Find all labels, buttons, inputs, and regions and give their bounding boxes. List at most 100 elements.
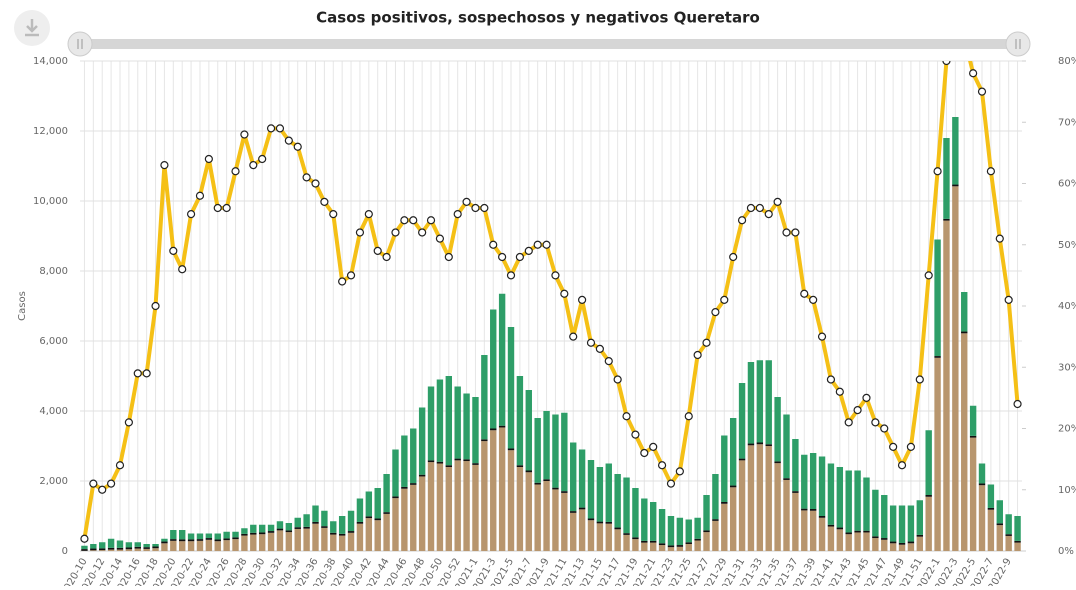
bar-segment	[241, 534, 247, 536]
bar-segment	[641, 541, 647, 543]
bar-segment	[499, 426, 505, 428]
line-marker	[836, 388, 843, 395]
bar-segment	[561, 413, 567, 491]
bar-segment	[623, 533, 629, 535]
line-marker	[792, 229, 799, 236]
line-marker	[854, 407, 861, 414]
bar-segment	[588, 460, 594, 518]
line-marker	[810, 296, 817, 303]
line-marker	[410, 217, 417, 224]
bar-segment	[819, 457, 825, 517]
bar-segment	[108, 548, 114, 550]
bar-segment	[454, 460, 460, 551]
line-marker	[979, 88, 986, 95]
line-marker	[223, 205, 230, 212]
bar-segment	[952, 117, 958, 185]
bar-segment	[988, 510, 994, 551]
line-marker	[730, 254, 737, 261]
line-marker	[765, 211, 772, 218]
bar-segment	[961, 333, 967, 551]
line-marker	[436, 235, 443, 242]
line-marker	[99, 486, 106, 493]
bar-segment	[774, 461, 780, 463]
y-tick-label: 4,000	[39, 406, 68, 417]
bar-segment	[1005, 514, 1011, 534]
bar-segment	[179, 539, 185, 541]
bar-segment	[632, 539, 638, 551]
bar-segment	[606, 464, 612, 522]
line-marker	[756, 205, 763, 212]
bar-segment	[881, 540, 887, 551]
bar-segment	[206, 540, 212, 551]
bar-segment	[161, 542, 167, 544]
bar-segment	[472, 397, 478, 463]
bar-segment	[526, 390, 532, 471]
bar-segment	[774, 463, 780, 551]
bar-segment	[899, 543, 905, 545]
bar-segment	[330, 521, 336, 533]
bar-segment	[757, 444, 763, 551]
bar-segment	[232, 539, 238, 551]
bar-segment	[90, 544, 96, 549]
line-marker	[188, 211, 195, 218]
bar-segment	[979, 485, 985, 551]
line-marker	[961, 33, 968, 40]
bar-segment	[614, 529, 620, 551]
bar-segment	[419, 475, 425, 477]
bar-segment	[259, 534, 265, 551]
bar-segment	[188, 541, 194, 551]
bar-segment	[330, 533, 336, 535]
download-button[interactable]	[14, 10, 50, 46]
line-marker	[987, 168, 994, 175]
bar-segment	[490, 429, 496, 431]
bar-segment	[686, 544, 692, 551]
line-marker	[472, 205, 479, 212]
bar-segment	[383, 474, 389, 512]
bar-segment	[339, 536, 345, 551]
line-marker	[890, 443, 897, 450]
bar-segment	[303, 529, 309, 551]
bar-segment	[223, 540, 229, 551]
bar-segment	[499, 427, 505, 551]
bar-segment	[694, 518, 700, 539]
bar-segment	[1005, 534, 1011, 536]
line-marker	[872, 419, 879, 426]
bar-segment	[437, 462, 443, 464]
line-marker	[152, 303, 159, 310]
bar-segment	[321, 528, 327, 551]
y-tick-label: 6,000	[39, 336, 68, 347]
bar-segment	[730, 486, 736, 488]
bar-segment	[588, 518, 594, 520]
bar-segment	[606, 522, 612, 524]
bar-segment	[890, 543, 896, 551]
bar-segment	[632, 537, 638, 539]
line-marker	[419, 229, 426, 236]
bar-segment	[277, 529, 283, 531]
bar-segment	[943, 219, 949, 221]
bar-segment	[232, 537, 238, 539]
bar-segment	[392, 498, 398, 551]
range-slider[interactable]	[68, 32, 1030, 56]
bar-segment	[419, 408, 425, 475]
line-marker	[970, 70, 977, 77]
bar-segment	[801, 455, 807, 509]
bar-segment	[197, 534, 203, 540]
bar-segment	[81, 546, 87, 549]
line-marker	[650, 443, 657, 450]
bar-segment	[783, 478, 789, 480]
bar-segment	[126, 548, 132, 550]
bar-segment	[1005, 536, 1011, 551]
line-marker	[303, 174, 310, 181]
line-marker	[774, 198, 781, 205]
bar-segment	[730, 487, 736, 551]
bar-segment	[668, 516, 674, 545]
line-marker	[605, 358, 612, 365]
bar-segment	[490, 310, 496, 429]
line-marker	[259, 156, 266, 163]
bar-segment	[899, 506, 905, 543]
y2-tick-label: 10%	[1058, 485, 1076, 496]
line-marker	[392, 229, 399, 236]
bar-segment	[837, 529, 843, 551]
y-tick-label: 8,000	[39, 266, 68, 277]
bar-segment	[721, 502, 727, 504]
